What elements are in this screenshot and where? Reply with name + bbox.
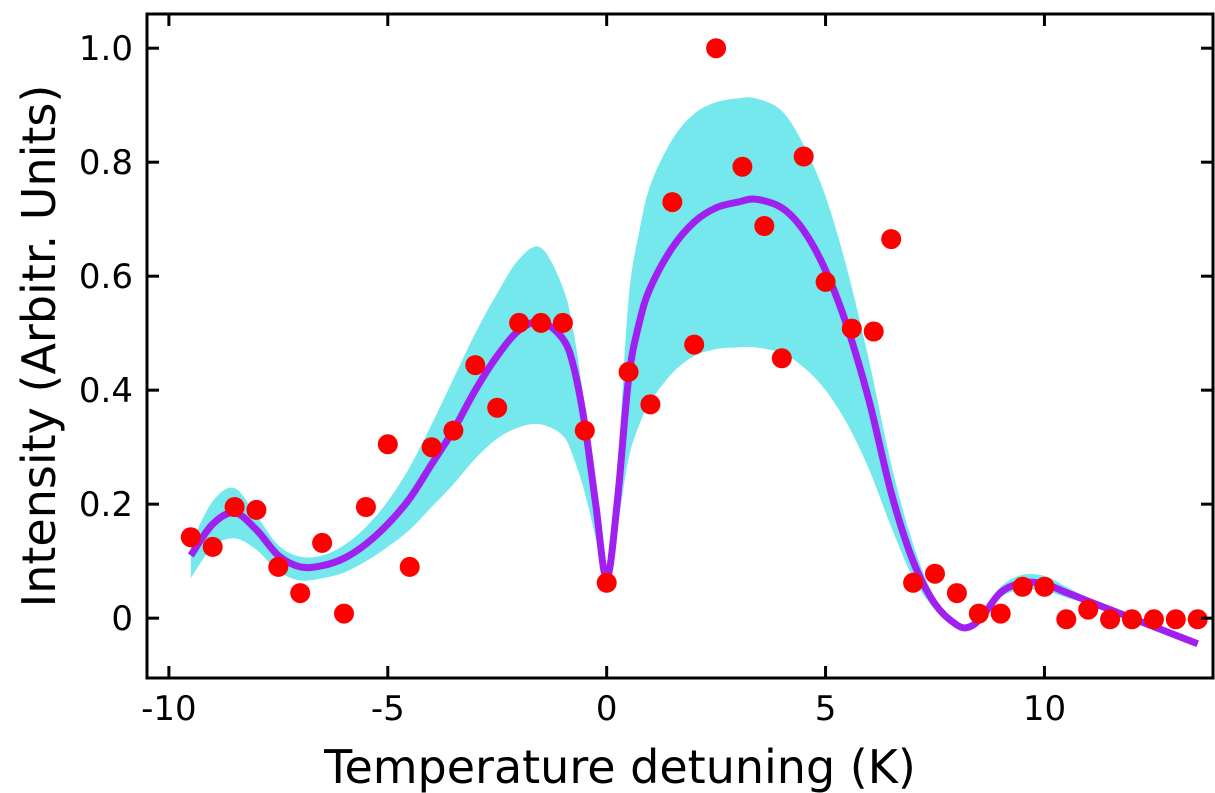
data-point xyxy=(841,318,862,339)
data-point xyxy=(290,583,311,604)
fit-line xyxy=(187,195,1199,648)
data-point xyxy=(574,420,595,441)
data-point xyxy=(531,312,551,333)
x-axis-label: Temperature detuning (K) xyxy=(323,740,916,793)
data-point xyxy=(399,556,420,577)
data-point xyxy=(552,312,573,333)
data-point xyxy=(465,355,486,376)
data-point xyxy=(815,271,836,292)
data-point xyxy=(925,563,945,584)
x-tick-label: -10 xyxy=(141,689,197,729)
data-point xyxy=(771,348,792,369)
data-point xyxy=(946,583,967,604)
data-points-layer xyxy=(180,38,1208,630)
fit-line-layer xyxy=(187,195,1199,648)
data-point xyxy=(377,434,398,455)
x-tick-label: 5 xyxy=(815,689,837,729)
data-point xyxy=(202,536,223,557)
x-tick-label: -5 xyxy=(371,689,405,729)
data-point xyxy=(662,192,683,213)
y-tick-label: 0.4 xyxy=(79,371,133,411)
data-point xyxy=(487,397,508,418)
data-point xyxy=(618,361,639,382)
y-axis-label: Intensity (Arbitr. Units) xyxy=(12,85,66,608)
data-point xyxy=(312,532,333,553)
y-tick-label: 0.2 xyxy=(79,485,133,525)
data-point xyxy=(754,216,775,236)
data-point xyxy=(1165,609,1186,630)
plot-frame xyxy=(145,12,1215,680)
x-tick-label: 10 xyxy=(1023,689,1066,729)
data-point xyxy=(180,527,201,548)
data-point xyxy=(1056,609,1077,630)
data-point xyxy=(1143,609,1164,630)
data-point xyxy=(793,146,814,167)
data-point xyxy=(903,572,924,593)
data-point xyxy=(1122,609,1142,630)
y-tick-label: 0 xyxy=(111,599,133,639)
data-point xyxy=(881,229,902,250)
y-tick-label: 0.6 xyxy=(79,257,133,297)
axis-ticks-layer: -10 -5 0 5 10 0 0.2 0.4 0.6 0.8 1.0 xyxy=(79,14,1213,729)
confidence-band-layer xyxy=(190,97,1198,645)
y-tick-label: 0.8 xyxy=(79,143,133,183)
data-point xyxy=(640,394,661,415)
data-point xyxy=(968,603,989,624)
data-point xyxy=(246,499,267,520)
data-point xyxy=(1100,609,1121,630)
data-point xyxy=(509,312,530,333)
confidence-band xyxy=(190,97,1198,645)
data-point xyxy=(1034,576,1055,597)
data-point xyxy=(443,420,464,441)
data-point xyxy=(1012,576,1033,597)
data-point xyxy=(990,603,1011,624)
x-tick-label: 0 xyxy=(596,689,618,729)
data-point xyxy=(334,603,354,624)
y-tick-label: 1.0 xyxy=(79,29,133,69)
data-point xyxy=(224,497,245,517)
data-point xyxy=(732,156,753,177)
data-point xyxy=(1078,599,1099,620)
data-point xyxy=(596,572,617,593)
data-point xyxy=(268,556,289,577)
data-point xyxy=(684,334,705,355)
data-point xyxy=(1187,609,1208,630)
data-point xyxy=(863,321,884,342)
data-point xyxy=(355,497,376,517)
data-point xyxy=(706,38,727,59)
data-point xyxy=(421,437,442,458)
